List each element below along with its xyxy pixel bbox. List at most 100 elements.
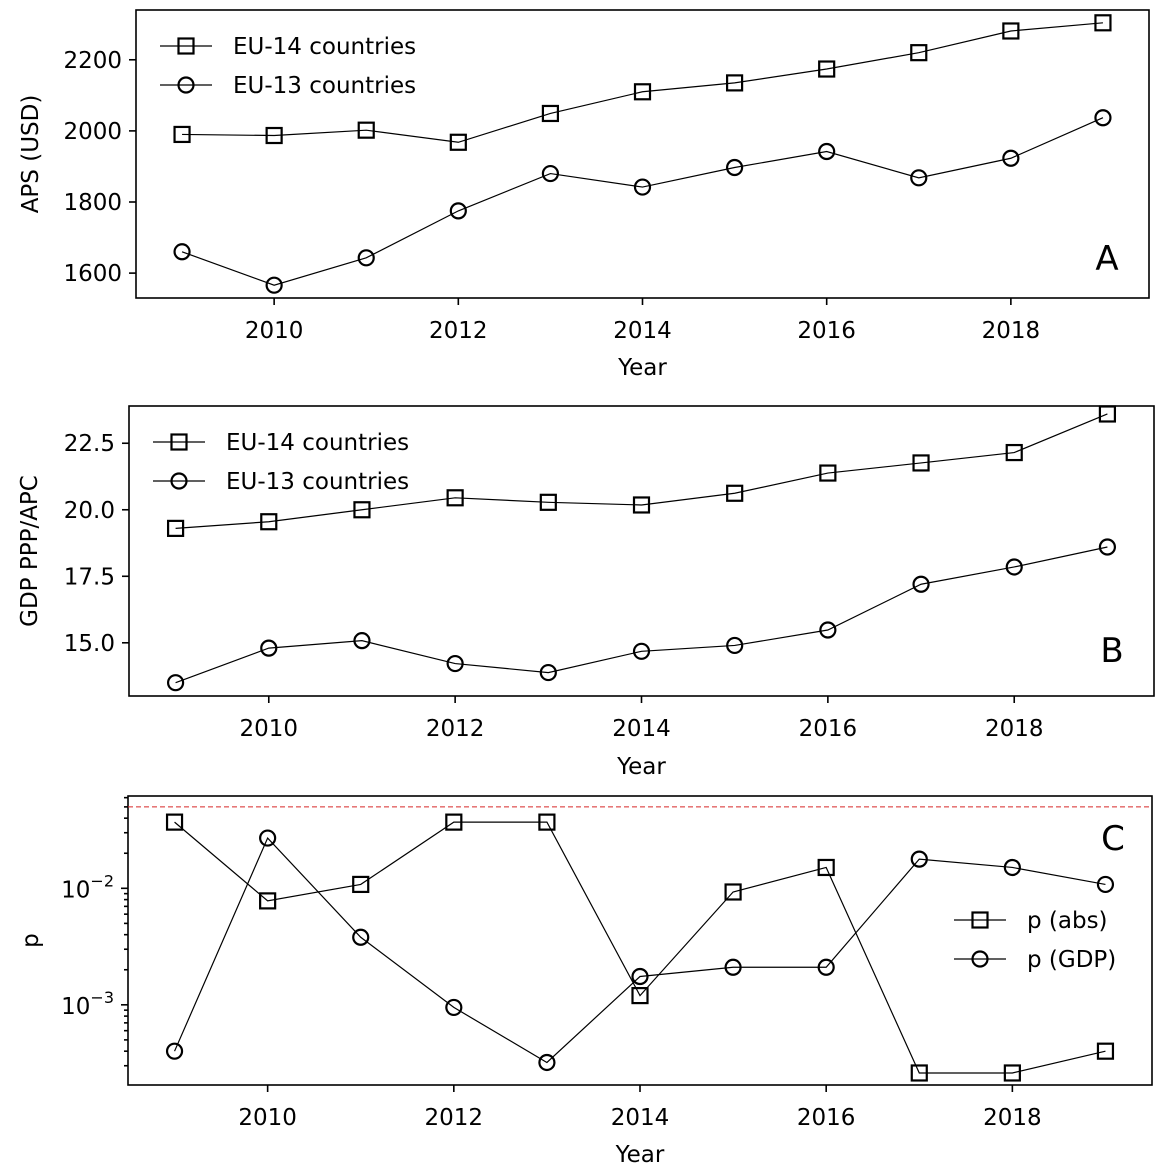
data-point — [724, 883, 742, 901]
data-point — [632, 496, 651, 514]
x-tick-label: 2014 — [612, 716, 671, 742]
plot-frame — [127, 795, 1153, 1086]
x-tick-label: 2010 — [245, 318, 304, 344]
data-point — [165, 813, 184, 831]
x-axis-title: Year — [617, 355, 667, 381]
y-tick-label: 17.5 — [64, 564, 115, 590]
series-line — [175, 413, 1108, 529]
series-1 — [165, 829, 1115, 1072]
x-tick-label: 2018 — [985, 716, 1044, 742]
data-point — [166, 674, 185, 692]
y-tick-label: 22.5 — [64, 431, 115, 457]
data-point — [446, 654, 464, 673]
data-point — [538, 813, 556, 831]
data-point — [265, 276, 283, 294]
y-tick-label: 1600 — [63, 261, 122, 287]
data-point — [265, 126, 283, 145]
x-tick-label: 2010 — [239, 716, 298, 742]
legend-marker — [177, 76, 195, 94]
x-tick-label: 2012 — [426, 716, 485, 742]
data-point — [166, 519, 185, 537]
x-tick-label: 2014 — [611, 1105, 670, 1131]
data-point — [633, 178, 652, 196]
series-line — [181, 117, 1104, 286]
data-point — [633, 83, 652, 101]
data-point — [1096, 875, 1115, 894]
data-point — [357, 249, 375, 267]
data-point — [260, 639, 278, 657]
data-point — [1094, 14, 1112, 32]
data-point — [1002, 22, 1020, 40]
data-point — [541, 164, 560, 183]
series-line — [174, 836, 1106, 1064]
y-axis-title: GDP PPP/APC — [17, 475, 43, 627]
panel-c: 2010 2012 2014 2016 2018 10−2 10−3 Year p p (abs)… — [18, 795, 1153, 1168]
data-point — [724, 958, 742, 976]
legend-marker — [971, 911, 989, 929]
data-point — [1003, 1064, 1021, 1082]
y-axis-title: p — [18, 933, 44, 948]
data-point — [539, 663, 557, 682]
series-0 — [173, 14, 1112, 151]
legend-marker — [170, 472, 188, 490]
data-point — [910, 850, 928, 868]
data-point — [357, 121, 375, 139]
data-point — [910, 169, 928, 187]
data-point — [1002, 149, 1020, 167]
legend-label: EU-14 countries — [226, 430, 409, 456]
data-point — [259, 892, 277, 910]
x-tick-label: 2018 — [982, 318, 1041, 344]
data-point — [445, 813, 463, 831]
data-point — [1098, 405, 1117, 423]
legend-marker — [177, 37, 195, 55]
data-point — [445, 998, 463, 1017]
data-point — [1003, 858, 1021, 877]
data-point — [1094, 109, 1112, 127]
data-point — [910, 44, 928, 62]
y-tick-label: 10−2 — [61, 871, 114, 903]
series-line — [182, 22, 1104, 143]
data-point — [173, 125, 191, 144]
data-point — [449, 202, 467, 220]
panel-a: 2010 2012 2014 2016 2018 1600 1800 2000 2200 Year… — [18, 9, 1150, 381]
legend-label: EU-13 countries — [226, 469, 409, 495]
x-tick-label: 2012 — [429, 318, 488, 344]
panel-b: 2010 2012 2014 2016 2018 15.0 17.5 20.0 22.5 Year… — [17, 405, 1155, 780]
data-point — [259, 829, 277, 847]
data-point — [353, 632, 371, 650]
data-point — [819, 464, 837, 482]
data-point — [631, 967, 649, 986]
panel-letter: B — [1100, 631, 1123, 671]
data-point — [449, 133, 467, 151]
series-0 — [165, 813, 1115, 1082]
panel-letter: C — [1101, 819, 1125, 859]
data-point — [817, 858, 835, 877]
data-point — [725, 158, 744, 177]
legend: p (abs) p (GDP) — [954, 908, 1116, 973]
data-point — [632, 642, 651, 660]
data-point — [631, 986, 649, 1005]
legend-label: p (GDP) — [1027, 947, 1116, 973]
legend-marker — [170, 433, 188, 451]
data-point — [818, 142, 836, 161]
data-point — [173, 243, 191, 261]
series-1 — [166, 538, 1117, 692]
data-point — [539, 493, 557, 511]
x-tick-label: 2010 — [238, 1105, 297, 1131]
y-tick-label: 1800 — [63, 190, 122, 216]
data-point — [1005, 443, 1023, 462]
data-point — [725, 74, 744, 92]
y-tick-label: 2200 — [63, 48, 122, 74]
series-line — [174, 821, 1106, 1074]
data-point — [726, 636, 744, 655]
legend-label: EU-14 countries — [233, 34, 416, 60]
data-point — [353, 501, 371, 519]
x-tick-label: 2012 — [425, 1105, 484, 1131]
y-tick-label: 10−3 — [61, 988, 114, 1020]
data-point — [165, 1042, 184, 1060]
legend-marker — [971, 950, 989, 968]
data-point — [726, 484, 744, 502]
data-point — [1005, 558, 1023, 576]
x-axis-title: Year — [616, 754, 666, 780]
